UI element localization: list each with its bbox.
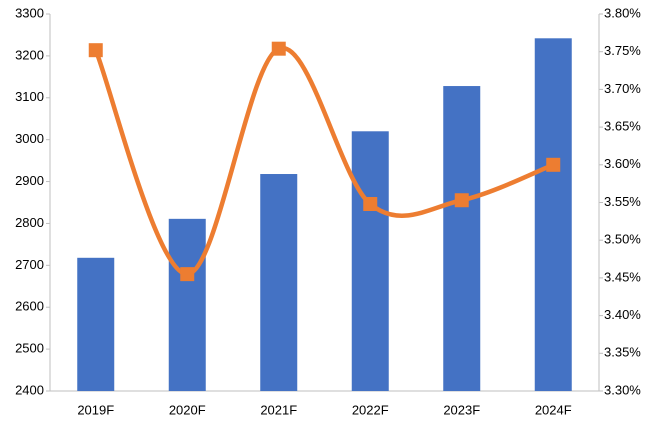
y2-tick-label: 3.35% bbox=[604, 345, 641, 360]
bar bbox=[77, 257, 115, 391]
bar bbox=[260, 174, 298, 391]
bar bbox=[443, 86, 481, 391]
y-tick-label: 2500 bbox=[15, 341, 44, 356]
y2-tick-label: 3.50% bbox=[604, 232, 641, 247]
bar bbox=[168, 218, 206, 391]
y-tick-label: 2800 bbox=[15, 215, 44, 230]
x-tick-label: 2024F bbox=[535, 402, 572, 417]
y2-tick-label: 3.75% bbox=[604, 43, 641, 58]
bar bbox=[351, 131, 389, 392]
y2-tick-label: 3.70% bbox=[604, 81, 641, 96]
y2-tick-label: 3.65% bbox=[604, 119, 641, 134]
y2-tick-label: 3.30% bbox=[604, 382, 641, 397]
y-tick-label: 2600 bbox=[15, 299, 44, 314]
y-tick-label: 2400 bbox=[15, 382, 44, 397]
marker bbox=[546, 157, 561, 172]
x-tick-label: 2021F bbox=[260, 402, 297, 417]
x-tick-label: 2020F bbox=[169, 402, 206, 417]
y-tick-label: 2700 bbox=[15, 257, 44, 272]
y-tick-label: 2900 bbox=[15, 173, 44, 188]
bar bbox=[534, 38, 572, 391]
y2-tick-label: 3.40% bbox=[604, 307, 641, 322]
marker bbox=[363, 197, 378, 212]
y-tick-label: 3100 bbox=[15, 89, 44, 104]
y2-tick-label: 3.60% bbox=[604, 156, 641, 171]
x-tick-label: 2023F bbox=[443, 402, 480, 417]
x-tick-label: 2022F bbox=[352, 402, 389, 417]
marker bbox=[180, 267, 195, 282]
line bbox=[93, 46, 555, 277]
marker bbox=[88, 43, 103, 58]
y2-tick-label: 3.45% bbox=[604, 269, 641, 284]
y-tick-label: 3300 bbox=[15, 5, 44, 20]
marker bbox=[454, 193, 469, 208]
marker bbox=[271, 41, 286, 56]
y-tick-label: 3200 bbox=[15, 47, 44, 62]
y2-tick-label: 3.55% bbox=[604, 194, 641, 209]
x-tick-label: 2019F bbox=[77, 402, 114, 417]
y2-tick-label: 3.80% bbox=[604, 5, 641, 20]
y-tick-label: 3000 bbox=[15, 131, 44, 146]
